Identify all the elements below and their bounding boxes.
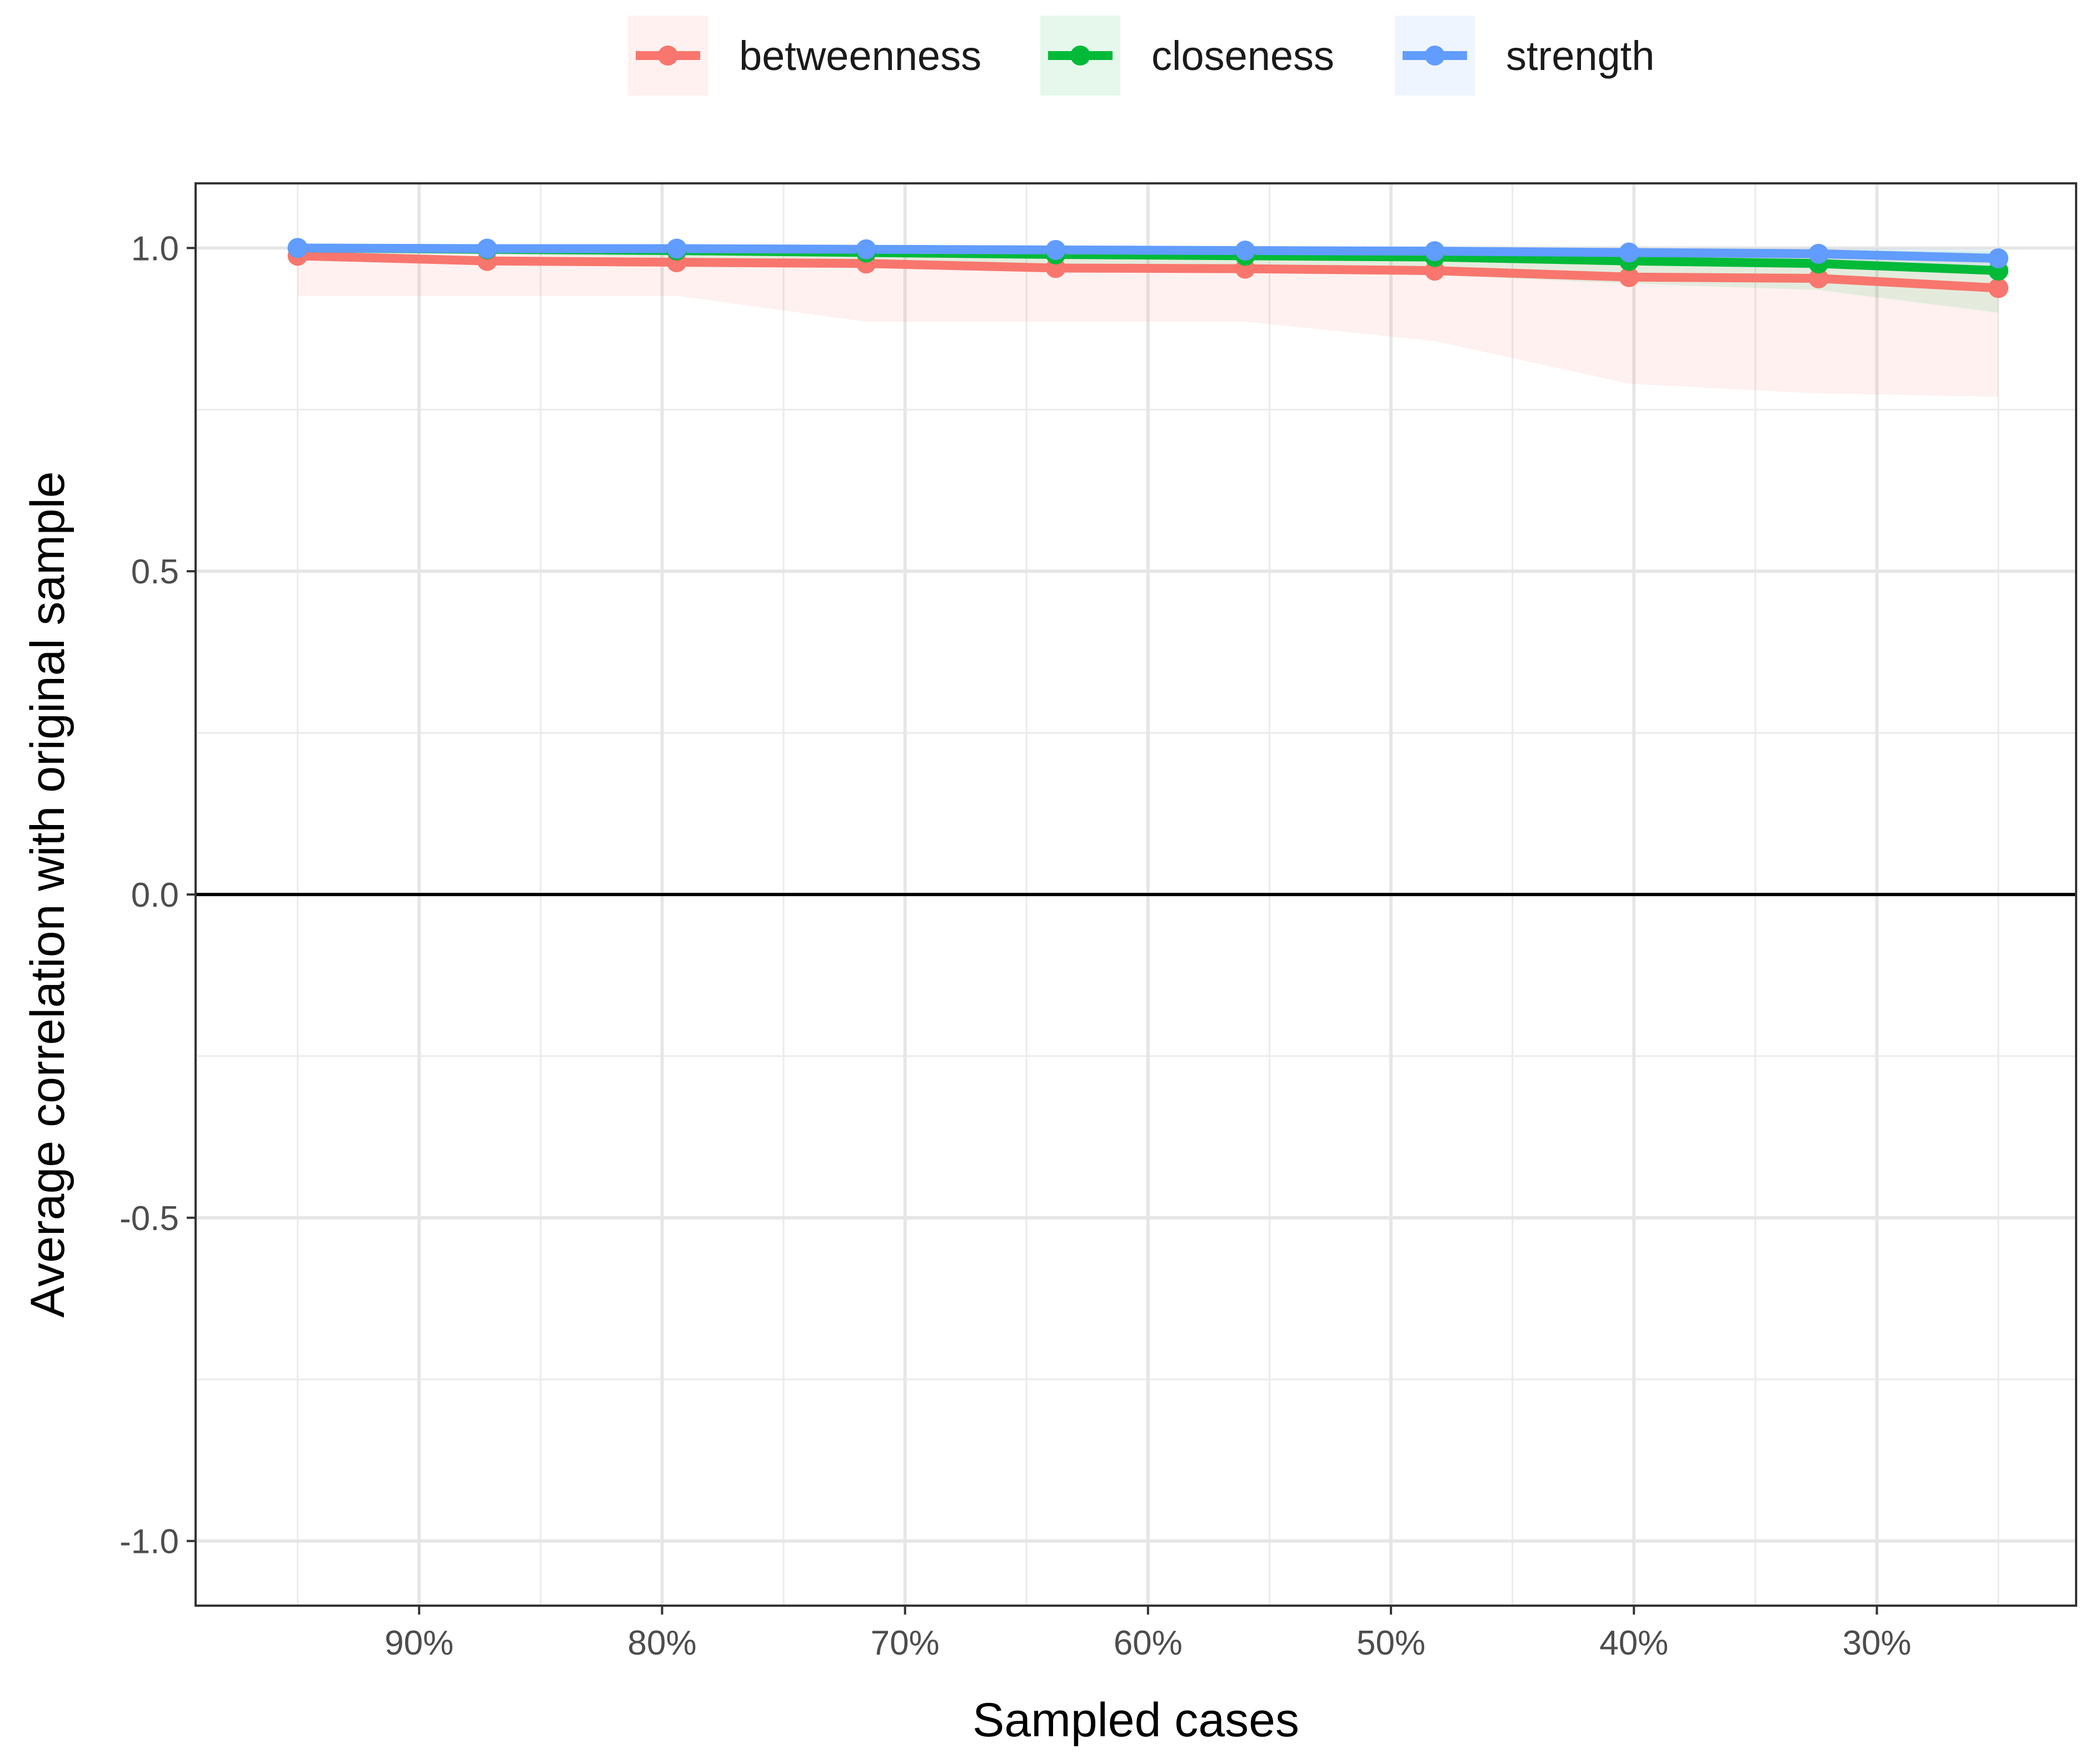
x-tick-label: 40% [1599, 1624, 1668, 1662]
legend-key-point [658, 46, 678, 66]
legend: betweenness closeness strength [628, 16, 1654, 96]
point-betweenness [1619, 267, 1639, 287]
point-betweenness [1808, 268, 1829, 289]
legend-label: closeness [1151, 33, 1334, 79]
legend-label: betweenness [739, 33, 981, 79]
legend-item-closeness: closeness [1040, 16, 1334, 96]
x-tick-label: 70% [871, 1624, 940, 1662]
y-tick-label: 0.5 [131, 553, 179, 591]
y-tick-label: -1.0 [119, 1523, 179, 1561]
y-tick-label: 1.0 [131, 229, 179, 268]
y-axis: -1.0 -0.5 0.0 0.5 1.0 [119, 229, 196, 1561]
point-strength [287, 238, 308, 258]
legend-label: strength [1506, 33, 1654, 79]
x-tick-label: 50% [1356, 1624, 1425, 1662]
line-betweenness [293, 251, 2003, 293]
band-betweenness [297, 248, 1999, 397]
point-strength [1988, 248, 2009, 268]
line-strength [293, 243, 2003, 263]
legend-item-betweenness: betweenness [628, 16, 981, 96]
point-strength [1235, 241, 1255, 261]
x-axis: 90% 80% 70% 60% 50% 40% 30% [385, 1606, 1912, 1662]
legend-key-point [1425, 46, 1445, 66]
point-strength [1619, 242, 1639, 263]
y-axis-title: Average correlation with original sample [21, 471, 74, 1317]
y-tick-label: 0.0 [131, 876, 179, 915]
point-strength [1045, 239, 1066, 260]
point-strength [856, 239, 876, 259]
x-axis-title: Sampled cases [972, 1693, 1299, 1747]
legend-item-strength: strength [1395, 16, 1654, 96]
point-betweenness [1988, 278, 2009, 298]
y-tick-label: -0.5 [119, 1200, 179, 1238]
series-lines [293, 243, 2003, 293]
point-strength [477, 238, 497, 259]
point-strength [1424, 241, 1445, 262]
x-tick-label: 90% [385, 1624, 453, 1662]
point-strength [1808, 243, 1829, 264]
legend-key-point [1070, 46, 1090, 66]
x-tick-label: 30% [1842, 1624, 1911, 1662]
x-tick-label: 80% [627, 1624, 696, 1662]
x-tick-label: 60% [1114, 1624, 1183, 1662]
point-strength [666, 238, 687, 259]
series-points [287, 238, 2009, 298]
